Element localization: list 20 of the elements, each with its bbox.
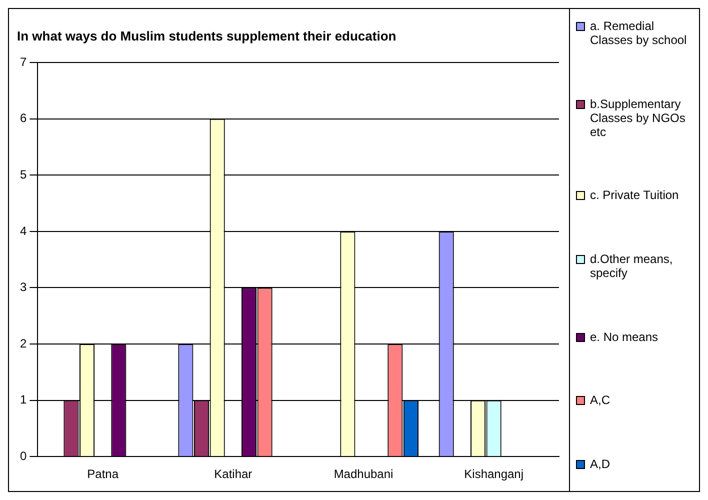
y-tick-label: 4 — [20, 224, 27, 238]
x-tick-label: Madhubani — [334, 467, 394, 482]
legend-label: A,D — [590, 456, 610, 471]
y-tick-label: 2 — [20, 336, 27, 350]
legend-label: b.Supplementary Classes by NGOs etc — [590, 96, 686, 139]
x-tick-label: Kishanganj — [464, 467, 524, 482]
legend-label: e. No means — [590, 330, 658, 344]
legend-label: c. Private Tuition — [590, 188, 679, 202]
x-tick-label: Patna — [87, 467, 119, 482]
y-tick-label: 0 — [20, 448, 27, 463]
x-tick-label: Katihar — [214, 467, 252, 482]
y-tick-label: 5 — [20, 167, 27, 182]
legend-label: d.Other means, specify — [590, 252, 674, 280]
chart-title: In what ways do Muslim students supplement their education — [17, 28, 396, 44]
legend-label: a. Remedial Classes by school — [590, 19, 688, 47]
y-tick-label: 1 — [20, 392, 27, 407]
y-tick-label: 7 — [20, 54, 27, 69]
y-tick-label: 3 — [20, 280, 27, 294]
legend-label: A,C — [590, 393, 610, 408]
y-tick-label: 6 — [20, 111, 27, 126]
